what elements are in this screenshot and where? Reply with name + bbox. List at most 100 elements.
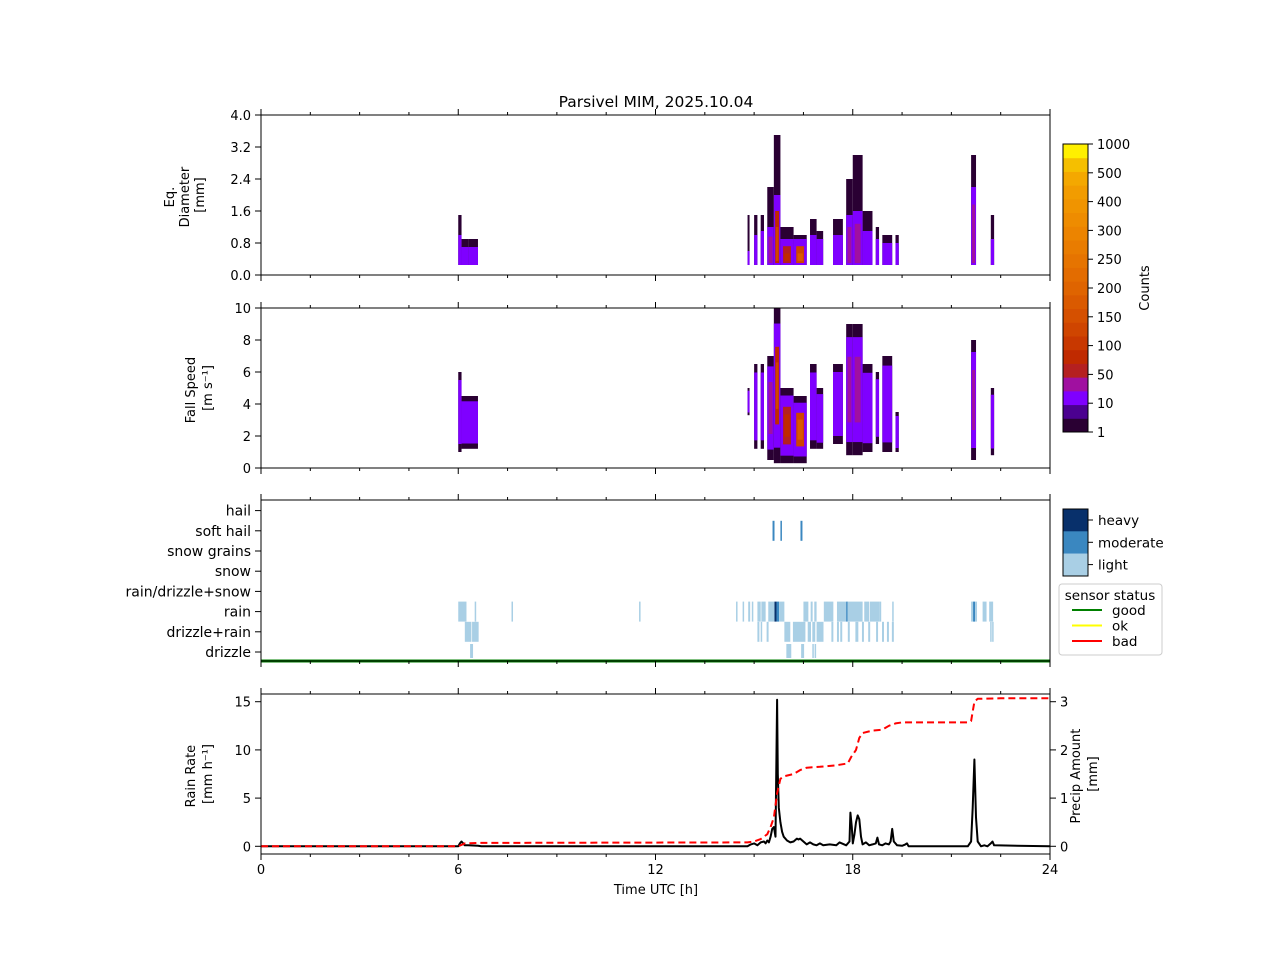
colorbar-cell <box>1063 253 1088 268</box>
diameter-ylabel: Eq. Diameter [mm] <box>163 163 208 228</box>
precip-segment <box>812 621 816 642</box>
rainrate-ytick-label: 10 <box>234 744 251 759</box>
fallspeed-cell <box>797 419 803 440</box>
diameter-cell <box>761 239 764 263</box>
time-xlabel: Time UTC [h] <box>613 883 698 898</box>
precip-segment <box>836 601 847 622</box>
precip-segment <box>971 601 974 622</box>
intensity-legend: heavy moderate light <box>1062 508 1164 577</box>
fallspeed-cell <box>816 394 824 443</box>
diameter-cell <box>754 235 758 265</box>
diameter-cell <box>775 227 779 261</box>
precip-segment <box>772 520 775 541</box>
precip-segment <box>992 621 994 642</box>
fallspeed-ytick-label: 0 <box>243 462 251 477</box>
rainrate-ylabel-line1: Rain Rate <box>184 745 199 808</box>
colorbar-cell <box>1063 185 1088 200</box>
fallspeed-cell <box>775 362 779 409</box>
diameter-cell <box>816 239 824 265</box>
colorbar-cell <box>1063 171 1088 186</box>
diameter-cell <box>747 215 750 265</box>
colorbar-tick-label: 50 <box>1097 368 1114 383</box>
diameter-cell <box>991 246 994 263</box>
precip-segment <box>784 621 791 642</box>
fallspeed-ytick-label: 8 <box>243 334 251 349</box>
precip-segment <box>823 601 834 622</box>
rainrate-ytick-label: 0 <box>243 840 251 855</box>
precip-amount-ytick-label: 2 <box>1060 744 1068 759</box>
precip-segment <box>736 601 738 622</box>
precip-type-panel: drizzle drizzle+rain rain rain/drizzle+snow… <box>126 494 1051 667</box>
precip-segment <box>973 601 976 622</box>
precip-segment <box>982 601 987 622</box>
colorbar-tick-label: 250 <box>1097 253 1122 268</box>
fallspeed-ytick-label: 10 <box>234 302 251 317</box>
precip-amount-ytick-label: 3 <box>1060 696 1068 711</box>
fallspeed-cell <box>875 379 880 437</box>
diameter-ytick-label: 3.2 <box>230 141 251 156</box>
precip-segment <box>812 644 814 658</box>
intensity-label-light: light <box>1098 558 1128 574</box>
precip-segment <box>855 621 859 642</box>
fallspeed-cell <box>747 390 750 413</box>
fallspeed-panel: 0 2 4 6 8 10 Fall Speed [m s⁻¹] <box>184 302 1051 477</box>
fallspeed-ylabel: Fall Speed [m s⁻¹] <box>184 353 216 424</box>
diameter-cell <box>767 187 774 265</box>
colorbar-cell <box>1063 418 1088 433</box>
colorbar-cell <box>1063 363 1088 378</box>
colorbar-cell <box>1063 226 1088 241</box>
precip-segment <box>474 601 477 622</box>
precip-type-label: hail <box>226 504 251 520</box>
rain-rate-line <box>261 698 1051 848</box>
precip-segment <box>807 621 811 642</box>
precip-segment <box>847 601 863 622</box>
precip-segment <box>792 621 806 642</box>
rainrate-ylabel: Rain Rate [mm h⁻¹] <box>184 741 216 808</box>
precip-segment <box>882 621 884 642</box>
diameter-cell <box>895 243 899 265</box>
legend-box <box>1058 583 1163 656</box>
colorbar-cell <box>1063 322 1088 337</box>
fallspeed-cell <box>991 404 994 439</box>
precip-segment <box>779 601 785 622</box>
precip-type-label: snow <box>215 564 251 580</box>
precip-type-label: drizzle <box>205 645 251 661</box>
rainrate-xtick-label: 18 <box>844 863 861 878</box>
rainrate-xtick-label: 24 <box>1042 863 1059 878</box>
precip-segment <box>840 621 843 642</box>
diameter-cell <box>972 204 976 263</box>
precip-segment <box>814 601 817 622</box>
precip-segment <box>879 601 882 622</box>
precip-type-label: rain/drizzle+snow <box>126 584 251 600</box>
rainrate-xtick-label: 6 <box>454 863 462 878</box>
precip-segment <box>864 601 870 622</box>
precip-segment <box>861 621 864 642</box>
colorbar-cell <box>1063 336 1088 351</box>
diameter-ytick-label: 2.4 <box>230 173 251 188</box>
diameter-ytick-label: 0.8 <box>230 237 251 252</box>
colorbar-cell <box>1063 377 1088 392</box>
colorbar-tick-label: 200 <box>1097 282 1122 297</box>
precip-segment <box>892 601 894 622</box>
intensity-frame <box>1062 508 1089 577</box>
fallspeed-cell <box>461 401 478 444</box>
precip-segment <box>886 621 889 642</box>
intensity-label-heavy: heavy <box>1098 513 1139 529</box>
fallspeed-ylabel-line2: [m s⁻¹] <box>201 365 216 411</box>
colorbar-tick-label: 400 <box>1097 196 1122 211</box>
diameter-ytick-label: 0.0 <box>230 269 251 284</box>
colorbar-cell <box>1063 390 1088 406</box>
colorbar-tick-label: 100 <box>1097 340 1122 355</box>
precip-segment <box>757 601 761 622</box>
diameter-ylabel-line3: [mm] <box>193 177 208 212</box>
rainrate-ytick-label: 15 <box>234 696 251 711</box>
diameter-cell <box>847 227 852 263</box>
colorbar-tick-label: 300 <box>1097 224 1122 239</box>
status-label-good: good <box>1112 603 1146 619</box>
precip-segment <box>774 601 777 622</box>
colorbar-cell <box>1063 157 1088 172</box>
precip-segment <box>761 601 766 622</box>
diameter-cell <box>834 243 841 263</box>
diameter-cell <box>852 155 863 265</box>
fallspeed-cell <box>754 372 758 441</box>
